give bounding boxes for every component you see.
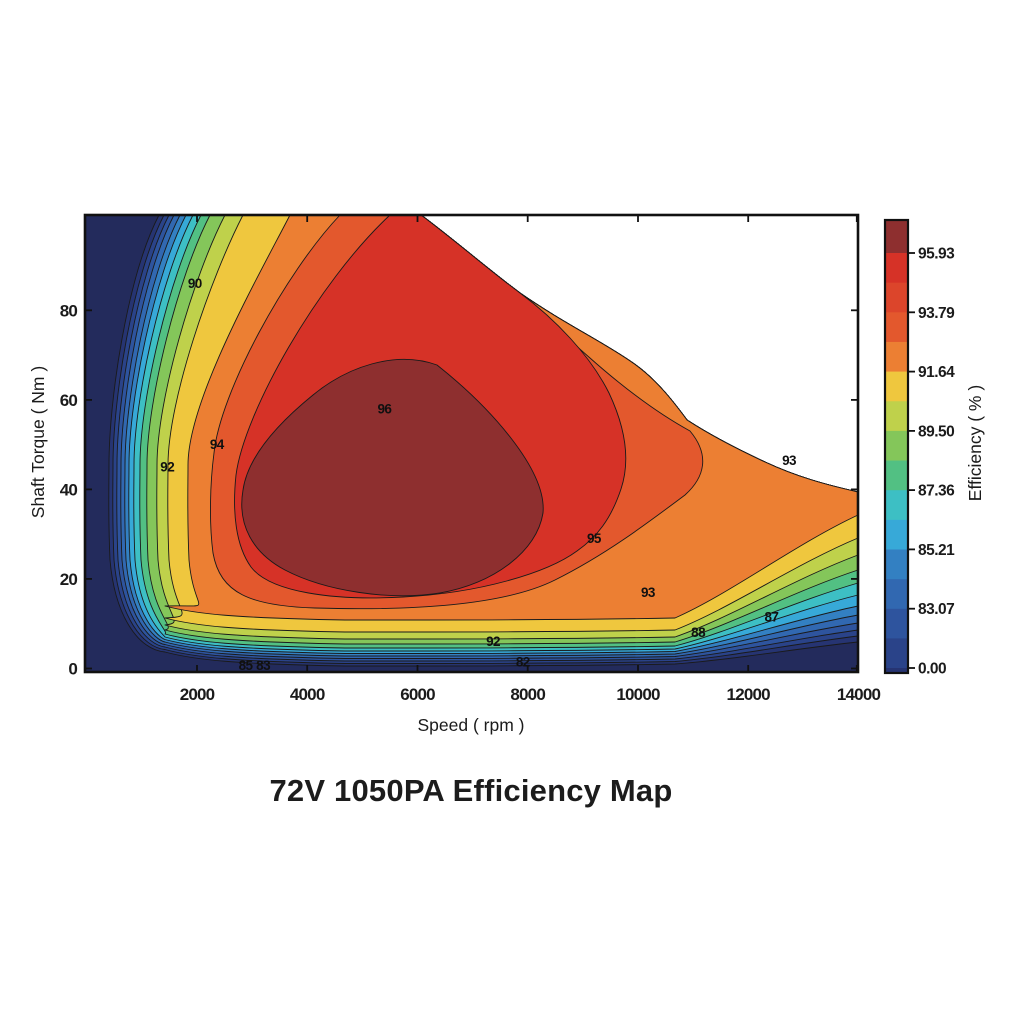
contour-line-label: 94 bbox=[210, 437, 225, 452]
colorbar bbox=[883, 218, 915, 675]
contour-line-label: 90 bbox=[188, 276, 202, 291]
contour-line-label: 92 bbox=[486, 634, 500, 649]
colorbar-segment bbox=[885, 579, 908, 610]
x-tick-label: 12000 bbox=[727, 685, 771, 704]
colorbar-segment bbox=[885, 668, 908, 674]
contour-line-label: 93 bbox=[641, 585, 656, 600]
colorbar-segment bbox=[885, 519, 908, 550]
colorbar-segment bbox=[885, 608, 908, 639]
contour-line-label: 85 bbox=[239, 658, 254, 673]
colorbar-tick-label: 0.00 bbox=[918, 661, 946, 678]
colorbar-segment bbox=[885, 371, 908, 402]
colorbar-segment bbox=[885, 490, 908, 521]
colorbar-segment bbox=[885, 430, 908, 461]
colorbar-segment bbox=[885, 312, 908, 343]
contour-band-peak bbox=[241, 358, 544, 597]
colorbar-frame bbox=[883, 218, 910, 675]
colorbar-label: Efficiency ( % ) bbox=[965, 385, 985, 501]
x-tick-label: 2000 bbox=[180, 685, 215, 704]
colorbar-tick-label: 89.50 bbox=[918, 423, 954, 440]
colorbar-tick-label: 91.64 bbox=[918, 364, 955, 381]
contour-line-label: 95 bbox=[587, 531, 602, 546]
x-tick-label: 14000 bbox=[837, 685, 881, 704]
colorbar-segment bbox=[885, 253, 908, 283]
colorbar-tick-labels: 95.93 93.79 91.64 89.50 87.36 85.21 83.07 0.00 bbox=[918, 246, 956, 678]
colorbar-segment bbox=[885, 638, 908, 669]
y-axis-tick-labels: 0 20 40 60 80 bbox=[60, 301, 78, 678]
contour-bands bbox=[84, 214, 859, 673]
y-tick-label: 40 bbox=[60, 480, 78, 499]
y-tick-label: 20 bbox=[60, 570, 78, 589]
x-axis-tick-labels: 2000 4000 6000 8000 10000 12000 14000 bbox=[180, 685, 882, 704]
colorbar-tick-label: 85.21 bbox=[918, 542, 955, 559]
x-tick-label: 10000 bbox=[616, 685, 660, 704]
colorbar-tick-label: 93.79 bbox=[918, 305, 955, 322]
colorbar-tick-label: 87.36 bbox=[918, 483, 955, 500]
colorbar-tick-label: 83.07 bbox=[918, 601, 954, 618]
contour-line-label: 92 bbox=[160, 460, 174, 475]
colorbar-segment bbox=[885, 341, 908, 372]
y-tick-label: 80 bbox=[60, 301, 78, 320]
x-tick-label: 4000 bbox=[290, 685, 325, 704]
contour-line-label: 83 bbox=[256, 658, 271, 673]
x-tick-label: 8000 bbox=[510, 685, 545, 704]
contour-line-label: 82 bbox=[516, 654, 530, 669]
x-axis-label: Speed ( rpm ) bbox=[418, 715, 525, 735]
colorbar-segment bbox=[885, 460, 908, 491]
colorbar-segments bbox=[885, 220, 908, 674]
contour-line-label: 88 bbox=[691, 625, 706, 640]
plot-area: 90 92 94 96 95 93 93 92 88 87 82 85 83 bbox=[83, 213, 860, 674]
contour-line-label: 93 bbox=[782, 453, 797, 468]
colorbar-segment bbox=[885, 282, 908, 313]
plot-frame bbox=[83, 213, 860, 674]
colorbar-tick-label: 95.93 bbox=[918, 246, 955, 263]
y-axis-label: Shaft Torque ( Nm ) bbox=[28, 366, 48, 518]
colorbar-segment bbox=[885, 220, 908, 254]
figure-title: 72V 1050PA Efficiency Map bbox=[269, 773, 672, 808]
contour-line-label: 87 bbox=[764, 610, 778, 625]
contour-line-label: 96 bbox=[377, 401, 392, 416]
x-tick-label: 6000 bbox=[400, 685, 435, 704]
colorbar-ticks bbox=[908, 252, 915, 669]
colorbar-segment bbox=[885, 549, 908, 580]
y-tick-label: 0 bbox=[68, 660, 77, 679]
colorbar-segment bbox=[885, 401, 908, 432]
y-tick-label: 60 bbox=[60, 391, 78, 410]
contour-line-labels: 90 92 94 96 95 93 93 92 88 87 82 85 83 bbox=[160, 276, 797, 673]
